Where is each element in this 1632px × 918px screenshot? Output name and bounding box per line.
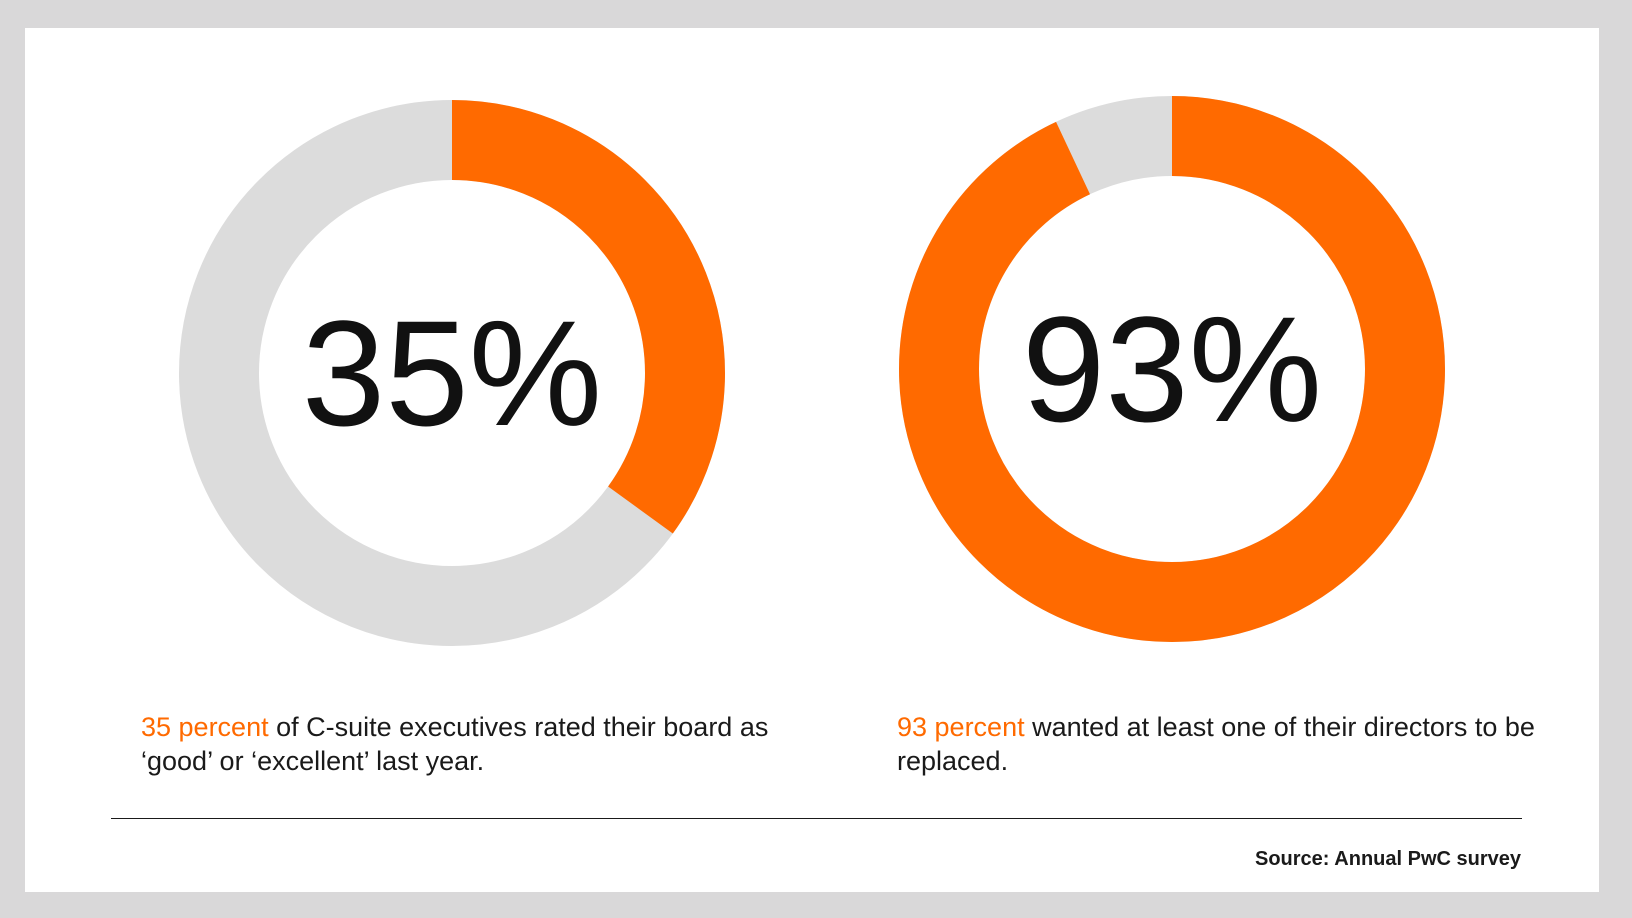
donut-svg-93: 93%	[899, 96, 1445, 642]
caption-35: 35 percent of C-suite executives rated t…	[141, 710, 781, 778]
caption-text: wanted at least one of their directors t…	[897, 712, 1535, 776]
caption-highlight: 93 percent	[897, 712, 1025, 742]
caption-highlight: 35 percent	[141, 712, 269, 742]
divider	[111, 818, 1522, 819]
caption-93: 93 percent wanted at least one of their …	[897, 710, 1537, 778]
donut-value-arc	[179, 100, 725, 646]
center-percent-label: 93%	[1022, 285, 1322, 453]
donut-chart-35: 35%	[172, 93, 732, 653]
center-percent-label: 35%	[302, 289, 602, 457]
donut-chart-93: 93%	[892, 89, 1452, 649]
infographic-card: 35% 93% 35 percent of C-suite executives…	[25, 28, 1599, 892]
donut-svg-35: 35%	[179, 100, 725, 646]
source-note: Source: Annual PwC survey	[1255, 848, 1521, 870]
donut-value-arc	[899, 96, 1445, 642]
caption-text: of C-suite executives rated their board …	[141, 712, 769, 776]
